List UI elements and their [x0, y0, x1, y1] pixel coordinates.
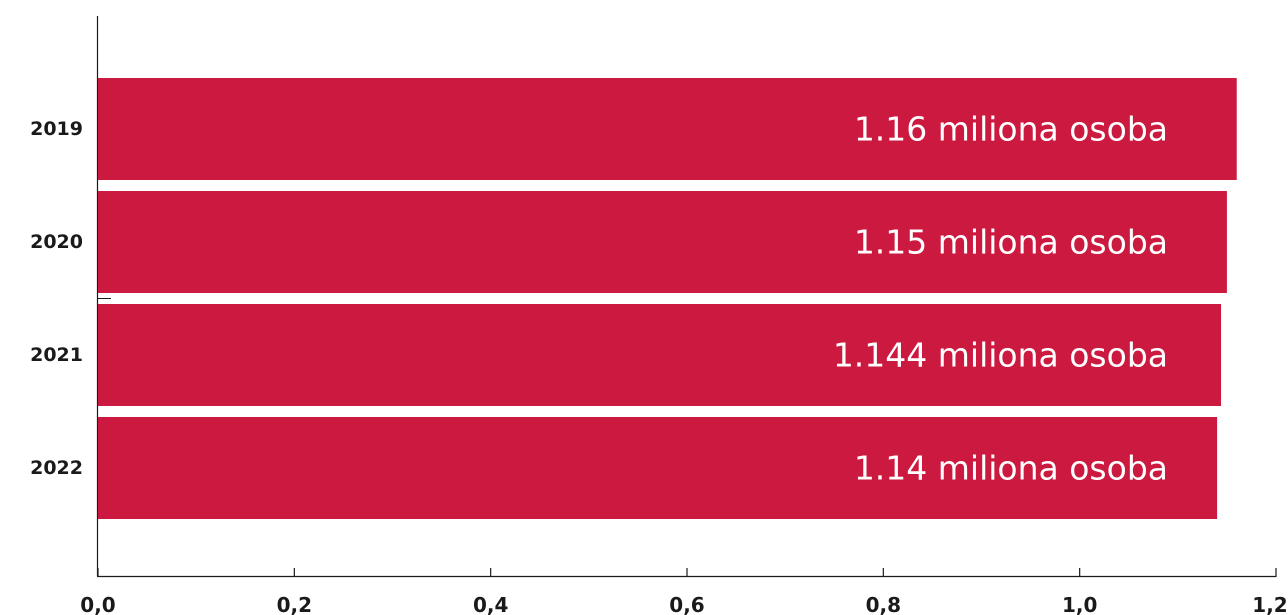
category-label-2019: 2019: [30, 118, 83, 140]
bar-2019: [98, 78, 1237, 180]
x-tick-label: 0,8: [866, 593, 901, 615]
category-label-2020: 2020: [30, 231, 83, 253]
bar-data-label-2020: 1.15 miliona osoba: [854, 223, 1168, 262]
bar-2021: [98, 304, 1222, 406]
category-label-2022: 2022: [30, 457, 83, 479]
category-label-2021: 2021: [30, 344, 83, 366]
x-tick-label: 0,0: [80, 593, 115, 615]
x-tick-label: 0,4: [473, 593, 508, 615]
bars-group: 1.16 miliona osoba 2019 1.15 miliona osoba…: [30, 78, 1237, 519]
x-tick-label: 1,0: [1062, 593, 1097, 615]
x-tick-label: 0,2: [277, 593, 312, 615]
bar-data-label-2019: 1.16 miliona osoba: [854, 110, 1168, 149]
bar-data-label-2022: 1.14 miliona osoba: [854, 449, 1168, 488]
x-tick-label: 0,6: [669, 593, 704, 615]
bar-2020: [98, 191, 1227, 293]
x-axis-ticks: 0,0 0,2 0,4 0,6 0,8 1,0 1,2: [80, 568, 1288, 615]
x-tick-label: 1,2: [1252, 593, 1287, 615]
bar-2022: [98, 417, 1218, 519]
bar-data-label-2021: 1.144 miliona osoba: [833, 336, 1168, 375]
